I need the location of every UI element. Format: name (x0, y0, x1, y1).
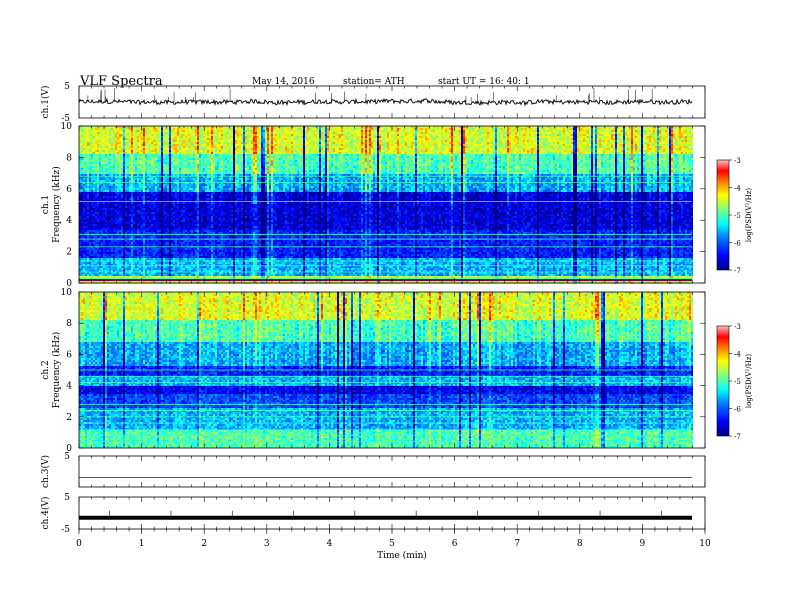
start-time-label: start UT = 16: 40: 1 (438, 77, 530, 87)
y-tick-label: 8 (66, 319, 72, 329)
colorbar-ch1-gradient (716, 159, 730, 271)
channel-label: ch.3(V) (40, 455, 51, 488)
y-tick-label: 0 (66, 279, 72, 289)
channel-label: ch.1 (41, 195, 51, 214)
channel-label: ch.4(V) (40, 497, 51, 530)
date-label: May 14, 2016 (252, 77, 315, 87)
colorbar-label: log(PSD(V²/Hz) (745, 188, 753, 243)
y-tick-label: -5 (61, 114, 70, 124)
y-tick-label: 5 (64, 452, 70, 462)
station-label: station= ATH (343, 77, 405, 87)
colorbar-tick-label: -3 (734, 157, 741, 165)
y-tick-label: 6 (66, 350, 72, 360)
colorbar-tick-label: -4 (734, 351, 741, 359)
colorbar-ch1: -3 -4 -5 -6 -7 log(PSD(V²/Hz) (716, 157, 753, 275)
colorbar-ch2: -3 -4 -5 -6 -7 log(PSD(V²/Hz) (716, 323, 753, 441)
frequency-label: Frequency (kHz) (51, 332, 62, 409)
y-tick-label: 6 (66, 185, 72, 195)
spectrogram-ch2 (79, 292, 693, 448)
y-tick-label: 10 (61, 122, 73, 132)
y-tick-label: 10 (61, 288, 73, 298)
colorbar-tick-label: -6 (734, 240, 741, 248)
x-tick-label: 1 (139, 539, 145, 549)
colorbar-tick-label: -6 (734, 406, 741, 414)
y-tick-label: 5 (64, 82, 70, 92)
y-tick-label: 2 (66, 413, 72, 423)
colorbar-ch2-gradient (716, 325, 730, 437)
colorbar-label: log(PSD(V²/Hz) (745, 354, 753, 409)
colorbar-tick-label: -7 (734, 433, 741, 441)
x-tick-label: 3 (264, 539, 270, 549)
waveform-ch4 (79, 510, 692, 520)
y-tick-label: 4 (66, 382, 72, 392)
channel-label: ch.1(V) (40, 86, 51, 119)
spectrogram-ch1 (79, 126, 693, 284)
frequency-label: Frequency (kHz) (51, 166, 62, 243)
x-tick-label: 5 (389, 539, 395, 549)
channel-label: ch.2 (41, 360, 51, 379)
y-tick-label: -5 (61, 525, 70, 535)
x-tick-label: 2 (201, 539, 207, 549)
waveform-ch1 (78, 87, 693, 107)
colorbar-tick-label: -7 (734, 267, 741, 275)
colorbar-tick-label: -4 (734, 185, 741, 193)
y-tick-label: 4 (66, 216, 72, 226)
y-tick-label: 8 (66, 153, 72, 163)
figure-title: VLF Spectra (79, 74, 163, 89)
ch1-trace (78, 97, 693, 107)
x-tick-label: 4 (327, 539, 333, 549)
x-axis-label: Time (min) (377, 550, 427, 561)
y-tick-label: 0 (66, 444, 72, 454)
x-tick-label: 10 (699, 539, 711, 549)
x-tick-label: 9 (640, 539, 646, 549)
x-tick-label: 0 (76, 539, 82, 549)
x-tick-label: 8 (577, 539, 583, 549)
dc-line (79, 279, 692, 282)
y-tick-label: 5 (64, 493, 70, 503)
y-tick-label: 2 (66, 248, 72, 258)
x-tick-label: 6 (452, 539, 458, 549)
colorbar-tick-label: -5 (734, 212, 741, 220)
colorbar-tick-label: -3 (734, 323, 741, 331)
x-tick-label: 7 (514, 539, 520, 549)
colorbar-tick-label: -5 (734, 378, 741, 386)
